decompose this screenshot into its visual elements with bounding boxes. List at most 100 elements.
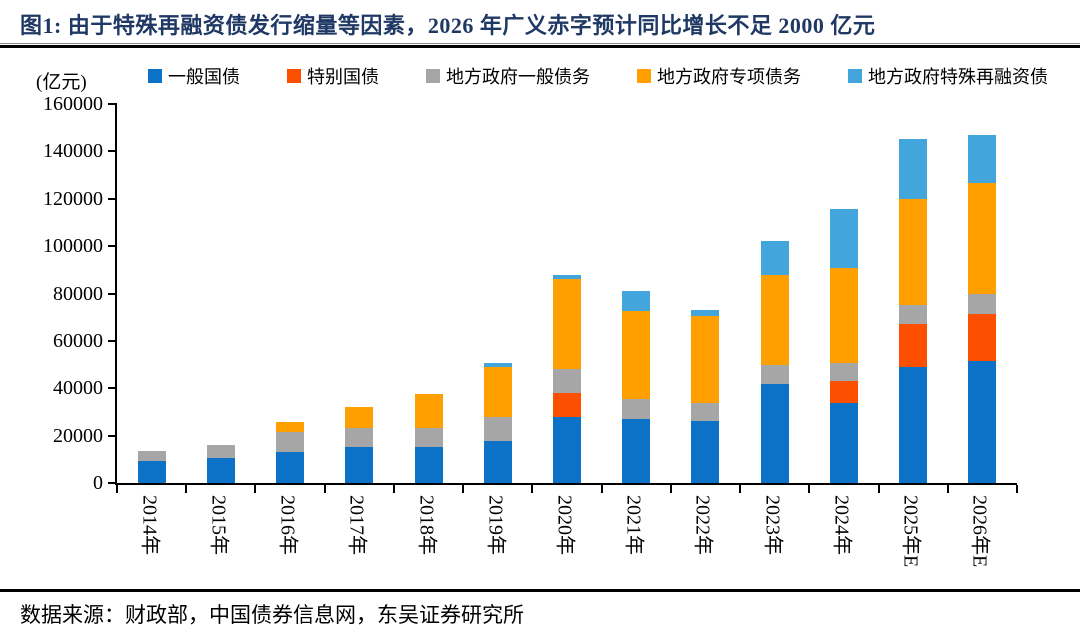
bar-group: 2017年 <box>325 104 394 555</box>
y-tick-label: 20000 <box>53 424 103 447</box>
x-tick-label: 2015年 <box>207 495 230 555</box>
chart-legend: 一般国债 特别国债 地方政府一般债务 地方政府专项债务 地方政府特殊再融资债 <box>148 65 1048 87</box>
bar-group: 2023年 <box>740 104 809 555</box>
stacked-bar <box>829 209 858 483</box>
legend-item: 特别国债 <box>287 63 379 89</box>
legend-label: 地方政府特殊再融资债 <box>868 67 1048 87</box>
x-tick-mark <box>531 485 534 493</box>
y-tick-mark <box>108 292 117 295</box>
x-tick-label: 2018年 <box>415 495 438 555</box>
bar-segment <box>899 139 928 200</box>
bar-segment <box>968 134 997 184</box>
legend-item: 地方政府特殊再融资债 <box>848 63 1048 89</box>
y-axis-unit-label: (亿元) <box>36 72 87 93</box>
y-tick-label: 80000 <box>53 282 103 305</box>
legend-label: 地方政府一般债务 <box>446 67 590 87</box>
bar-group: 2025年E <box>879 104 948 567</box>
bar-segment <box>968 183 997 294</box>
bar-segment <box>829 380 858 404</box>
bar-segment <box>899 366 928 483</box>
y-tick-label: 140000 <box>43 140 103 163</box>
bar-segment <box>829 209 858 269</box>
bar-group: 2021年 <box>602 104 671 555</box>
stacked-bar <box>899 139 928 483</box>
bar-group: 2014年 <box>117 104 186 555</box>
bar-segment <box>691 309 720 316</box>
data-source: 数据来源：财政部，中国债券信息网，东吴证券研究所 <box>20 603 524 627</box>
bar-group: 2016年 <box>255 104 324 555</box>
bar-segment <box>691 402 720 422</box>
x-tick-label: 2026年E <box>968 495 991 568</box>
plot-area: 0 20000 40000 60000 80000 100000 120000 140000 1… <box>43 93 1018 567</box>
x-tick-mark <box>946 485 949 493</box>
bar-segment <box>691 421 720 483</box>
bar-segment <box>414 393 443 429</box>
x-tick-label: 2025年E <box>899 495 922 568</box>
bar-segment <box>968 293 997 314</box>
bar-segment <box>206 458 235 483</box>
x-tick-mark <box>116 485 118 493</box>
bars-container: 2014年 2015年 2016年 2017年 2018年 2019年 2020年 2021年… <box>117 104 1017 567</box>
stacked-bar <box>760 241 789 483</box>
bar-group: 2015年 <box>186 104 255 555</box>
bar-segment <box>691 315 720 403</box>
stacked-bar <box>691 309 720 483</box>
y-tick-label: 120000 <box>43 187 103 210</box>
y-tick-mark <box>108 339 117 342</box>
x-tick-label: 2014年 <box>138 495 161 555</box>
y-tick-mark <box>108 482 117 484</box>
y-tick-mark <box>108 103 117 105</box>
x-tick-mark <box>669 485 672 493</box>
x-tick-label: 2016年 <box>276 495 299 555</box>
stacked-bar <box>345 407 374 483</box>
bar-segment <box>137 450 166 461</box>
stacked-bar <box>206 445 235 483</box>
bar-segment <box>760 365 789 384</box>
bar-segment <box>553 416 582 483</box>
stacked-bar <box>276 421 305 483</box>
bar-segment <box>968 313 997 362</box>
x-tick-label: 2021年 <box>622 495 645 555</box>
legend-swatch-icon <box>426 69 440 83</box>
bar-segment <box>483 367 512 418</box>
stacked-bar <box>968 134 997 483</box>
y-tick-mark <box>108 434 117 437</box>
x-tick-mark <box>254 485 257 493</box>
legend-label: 一般国债 <box>168 67 240 87</box>
legend-swatch-icon <box>287 69 301 83</box>
bar-segment <box>622 399 651 419</box>
bar-segment <box>553 275 582 279</box>
y-tick-label: 0 <box>93 472 103 494</box>
x-tick-mark <box>323 485 326 493</box>
bar-segment <box>345 407 374 429</box>
legend-swatch-icon <box>848 69 862 83</box>
y-tick-mark <box>108 150 117 153</box>
figure-title: 图1: 由于特殊再融资债发行缩量等因素，2026 年广义赤字预计同比增长不足 2… <box>20 13 876 38</box>
bar-segment <box>899 199 928 306</box>
legend-swatch-icon <box>637 69 651 83</box>
y-tick-mark <box>108 245 117 248</box>
bar-segment <box>553 393 582 417</box>
bar-group: 2019年 <box>463 104 532 555</box>
y-tick-label: 100000 <box>43 235 103 258</box>
bar-segment <box>414 447 443 483</box>
y-tick-label: 60000 <box>53 329 103 352</box>
bar-segment <box>968 361 997 483</box>
bar-segment <box>622 418 651 483</box>
legend-swatch-icon <box>148 69 162 83</box>
bar-segment <box>137 460 166 483</box>
y-tick-mark <box>108 197 117 200</box>
x-tick-label: 2019年 <box>484 495 507 555</box>
legend-item: 一般国债 <box>148 63 240 89</box>
bar-segment <box>276 432 305 452</box>
bar-segment <box>899 324 928 367</box>
footer-divider <box>0 589 1080 592</box>
bar-group: 2018年 <box>394 104 463 555</box>
x-tick-mark <box>185 485 188 493</box>
bar-segment <box>829 403 858 483</box>
x-tick-label: 2023年 <box>761 495 784 555</box>
title-divider <box>0 43 1080 48</box>
y-tick-label: 160000 <box>43 93 103 115</box>
bar-segment <box>760 274 789 366</box>
x-tick-mark <box>600 485 603 493</box>
